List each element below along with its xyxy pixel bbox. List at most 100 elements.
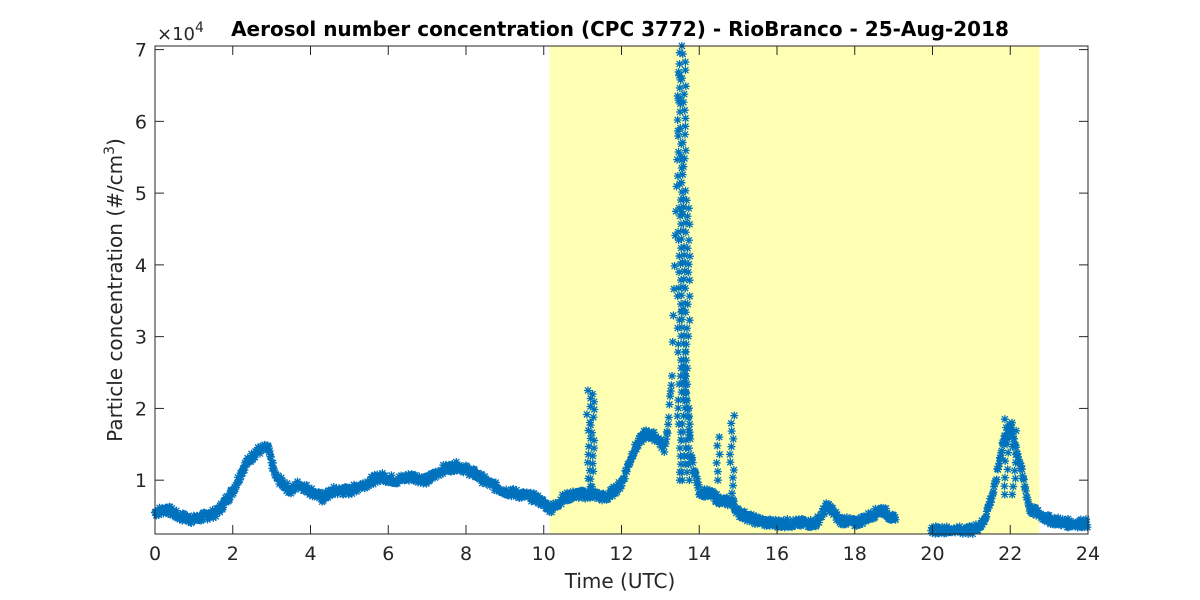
data-point [1001, 435, 1010, 444]
data-point [585, 466, 594, 475]
data-point [268, 458, 277, 467]
data-point [1003, 433, 1012, 442]
y-multiplier: ×104 [157, 20, 204, 45]
data-point [679, 411, 688, 420]
x-tick-label: 12 [609, 543, 633, 565]
data-point [680, 331, 689, 340]
data-point [729, 466, 738, 475]
x-tick-label: 16 [765, 543, 789, 565]
data-point [683, 244, 692, 253]
data-point [673, 412, 682, 421]
y-multiplier-base: ×10 [157, 24, 195, 45]
data-point [1083, 523, 1092, 532]
data-point [685, 292, 694, 301]
data-point [674, 340, 683, 349]
y-axis-label-tail: ) [103, 138, 127, 146]
data-point [676, 260, 685, 269]
data-point [657, 435, 666, 444]
data-point [452, 457, 461, 466]
data-point [681, 82, 690, 91]
data-point [668, 337, 677, 346]
x-tick-label: 22 [998, 543, 1022, 565]
data-point [238, 469, 247, 478]
data-point [675, 48, 684, 57]
data-point [681, 66, 690, 75]
data-point [737, 509, 746, 518]
data-point [1000, 490, 1009, 499]
data-point [1019, 475, 1028, 484]
data-point [634, 441, 643, 450]
data-point [678, 210, 687, 219]
data-point [502, 485, 511, 494]
data-point [727, 427, 736, 436]
data-point [1002, 423, 1011, 432]
data-point [680, 251, 689, 260]
data-point [688, 453, 697, 462]
data-point [1082, 520, 1091, 529]
data-point [729, 497, 738, 506]
data-point [685, 420, 694, 429]
data-point [167, 504, 176, 513]
data-point [1000, 473, 1009, 482]
data-point [674, 284, 683, 293]
data-point [685, 428, 694, 437]
data-point [681, 388, 690, 397]
data-point [369, 480, 378, 489]
data-point [685, 252, 694, 261]
data-point [612, 488, 621, 497]
data-point [345, 483, 354, 492]
data-point [677, 244, 686, 253]
data-point [713, 476, 722, 485]
data-point [588, 390, 597, 399]
data-point [679, 379, 688, 388]
data-point [1025, 501, 1034, 510]
data-point [682, 468, 691, 477]
data-point [381, 471, 390, 480]
data-point [1003, 465, 1012, 474]
data-series [151, 42, 1092, 538]
data-point [590, 436, 599, 445]
data-point [684, 404, 693, 413]
data-point [678, 170, 687, 179]
y-multiplier-exponent: 4 [195, 20, 204, 36]
data-point [677, 435, 686, 444]
data-point [685, 412, 694, 421]
data-point [675, 444, 684, 453]
data-point [935, 524, 944, 533]
data-point [773, 519, 781, 528]
data-point [681, 348, 690, 357]
data-point [955, 522, 964, 531]
data-point [686, 434, 695, 443]
data-point [1003, 440, 1012, 449]
data-point [660, 447, 669, 456]
data-point [985, 501, 994, 510]
data-point [576, 492, 585, 501]
data-point [673, 172, 682, 181]
data-point [715, 450, 724, 459]
data-point [715, 433, 724, 442]
data-point [679, 202, 688, 211]
data-point [673, 91, 682, 100]
data-point [881, 504, 890, 513]
data-point [1023, 495, 1032, 504]
data-point [684, 332, 693, 341]
data-point [681, 228, 690, 237]
data-point [675, 252, 684, 261]
data-point [1012, 426, 1021, 435]
data-point [728, 481, 737, 490]
data-point [1014, 455, 1023, 464]
data-point [678, 138, 687, 147]
data-point [684, 460, 693, 469]
data-point [225, 495, 234, 504]
data-point [680, 106, 689, 115]
data-point [675, 316, 684, 325]
data-point [673, 292, 682, 301]
data-point [680, 154, 689, 163]
data-point [235, 475, 244, 484]
data-point [681, 114, 690, 123]
data-point [197, 515, 206, 524]
data-point [839, 515, 848, 524]
data-point [681, 58, 690, 67]
data-point [828, 504, 837, 513]
data-point [674, 404, 683, 413]
